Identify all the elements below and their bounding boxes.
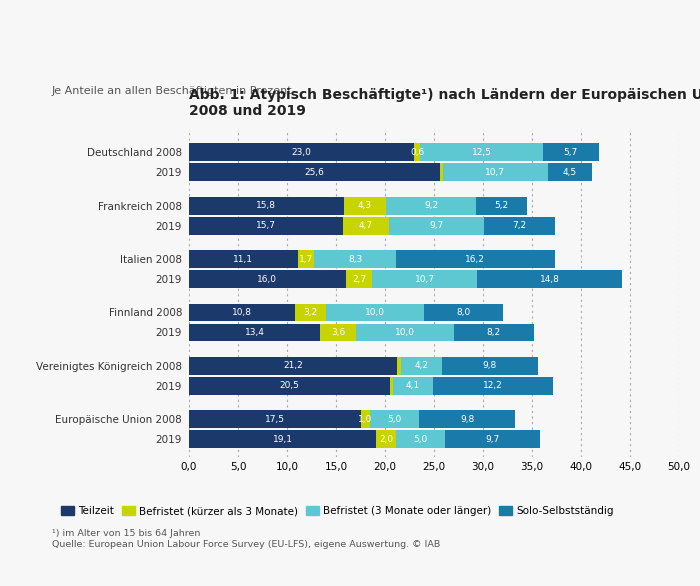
- Text: 17,5: 17,5: [265, 415, 285, 424]
- Bar: [390, 377, 393, 395]
- Bar: [414, 144, 420, 161]
- Text: 10,0: 10,0: [395, 328, 414, 337]
- Bar: [298, 250, 314, 268]
- Text: 19,1: 19,1: [272, 435, 293, 444]
- Text: 11,1: 11,1: [233, 254, 253, 264]
- Bar: [477, 270, 622, 288]
- Text: 23,0: 23,0: [292, 148, 312, 157]
- Text: 9,2: 9,2: [424, 201, 438, 210]
- Text: Abb. 1: Atypisch Beschäftigte¹) nach Ländern der Europäischen Union,
2008 und 20: Abb. 1: Atypisch Beschäftigte¹) nach Län…: [189, 88, 700, 118]
- Bar: [189, 410, 360, 428]
- Bar: [395, 430, 444, 448]
- Text: 4,3: 4,3: [358, 201, 372, 210]
- Text: 9,7: 9,7: [485, 435, 499, 444]
- Bar: [295, 304, 326, 321]
- Bar: [189, 163, 440, 181]
- Bar: [189, 323, 321, 342]
- Bar: [395, 250, 554, 268]
- Bar: [443, 163, 547, 181]
- Text: 10,0: 10,0: [365, 308, 385, 317]
- Text: 10,7: 10,7: [485, 168, 505, 177]
- Bar: [433, 377, 552, 395]
- Bar: [343, 217, 389, 234]
- Bar: [420, 144, 542, 161]
- Text: 2,7: 2,7: [352, 275, 366, 284]
- Text: 4,7: 4,7: [359, 221, 373, 230]
- Text: 9,7: 9,7: [429, 221, 444, 230]
- Text: 5,0: 5,0: [388, 415, 402, 424]
- Text: 9,8: 9,8: [483, 362, 497, 370]
- Text: ¹) im Alter von 15 bis 64 Jahren
Quelle: European Union Labour Force Survey (EU-: ¹) im Alter von 15 bis 64 Jahren Quelle:…: [52, 529, 440, 548]
- Text: 8,3: 8,3: [348, 254, 362, 264]
- Bar: [189, 270, 346, 288]
- Bar: [189, 357, 397, 375]
- Bar: [444, 430, 540, 448]
- Text: 8,2: 8,2: [486, 328, 500, 337]
- Bar: [189, 250, 298, 268]
- Text: Je Anteile an allen Beschäftigten in Prozent: Je Anteile an allen Beschäftigten in Pro…: [52, 86, 293, 96]
- Text: 9,8: 9,8: [460, 415, 475, 424]
- Text: 4,5: 4,5: [563, 168, 577, 177]
- Bar: [397, 357, 400, 375]
- Text: 15,8: 15,8: [256, 201, 276, 210]
- Text: 16,0: 16,0: [258, 275, 277, 284]
- Bar: [424, 304, 503, 321]
- Text: 1,0: 1,0: [358, 415, 372, 424]
- Text: 2,0: 2,0: [379, 435, 393, 444]
- Text: 5,0: 5,0: [413, 435, 428, 444]
- Bar: [442, 357, 538, 375]
- Bar: [476, 197, 527, 214]
- Text: 10,8: 10,8: [232, 308, 252, 317]
- Text: 16,2: 16,2: [466, 254, 485, 264]
- Legend: Teilzeit, Befristet (kürzer als 3 Monate), Befristet (3 Monate oder länger), Sol: Teilzeit, Befristet (kürzer als 3 Monate…: [57, 502, 617, 520]
- Bar: [370, 410, 419, 428]
- Text: 12,5: 12,5: [472, 148, 491, 157]
- Bar: [454, 323, 534, 342]
- Text: 5,2: 5,2: [495, 201, 509, 210]
- Bar: [189, 377, 390, 395]
- Bar: [356, 323, 454, 342]
- Text: 3,2: 3,2: [304, 308, 318, 317]
- Bar: [189, 217, 343, 234]
- Bar: [321, 323, 356, 342]
- Text: 15,7: 15,7: [256, 221, 276, 230]
- Bar: [419, 410, 515, 428]
- Text: 1,7: 1,7: [299, 254, 313, 264]
- Bar: [189, 430, 376, 448]
- Bar: [386, 197, 476, 214]
- Bar: [547, 163, 591, 181]
- Text: 20,5: 20,5: [279, 381, 300, 390]
- Bar: [189, 197, 344, 214]
- Bar: [393, 377, 433, 395]
- Text: 5,7: 5,7: [564, 148, 577, 157]
- Bar: [346, 270, 372, 288]
- Bar: [376, 430, 396, 448]
- Bar: [360, 410, 370, 428]
- Text: 13,4: 13,4: [245, 328, 265, 337]
- Bar: [389, 217, 484, 234]
- Text: 14,8: 14,8: [540, 275, 559, 284]
- Bar: [440, 163, 443, 181]
- Bar: [484, 217, 554, 234]
- Text: 10,7: 10,7: [414, 275, 435, 284]
- Text: 8,0: 8,0: [456, 308, 470, 317]
- Bar: [542, 144, 598, 161]
- Text: 4,1: 4,1: [406, 381, 420, 390]
- Bar: [189, 144, 414, 161]
- Bar: [314, 250, 396, 268]
- Text: 4,2: 4,2: [414, 362, 428, 370]
- Text: 3,6: 3,6: [331, 328, 345, 337]
- Text: 0,6: 0,6: [410, 148, 424, 157]
- Bar: [400, 357, 442, 375]
- Bar: [326, 304, 424, 321]
- Text: 7,2: 7,2: [512, 221, 526, 230]
- Text: 12,2: 12,2: [483, 381, 503, 390]
- Bar: [344, 197, 386, 214]
- Text: 21,2: 21,2: [283, 362, 303, 370]
- Bar: [372, 270, 477, 288]
- Bar: [189, 304, 295, 321]
- Text: 25,6: 25,6: [304, 168, 324, 177]
